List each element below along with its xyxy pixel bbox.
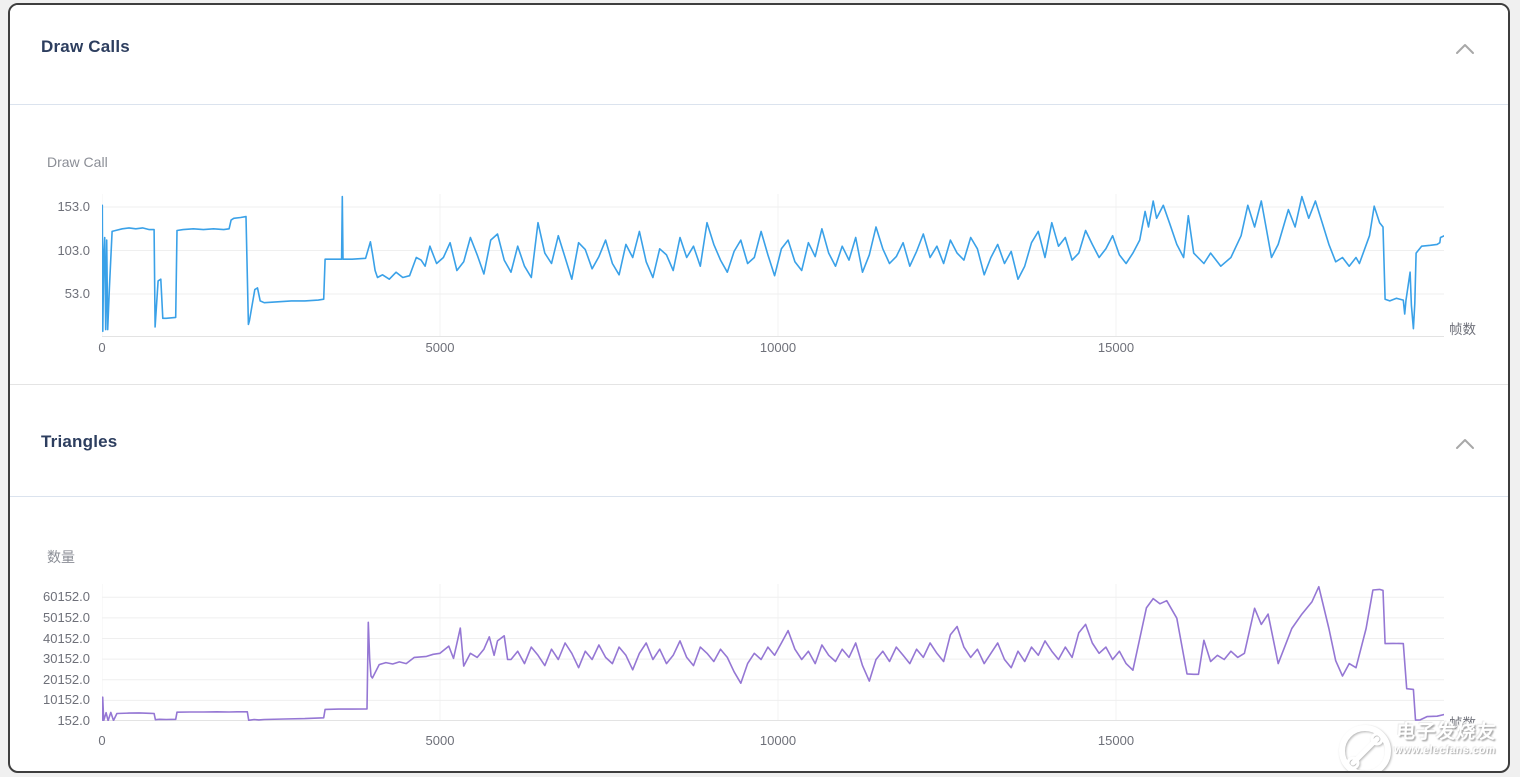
y-tick-label: 10152.0 [43, 692, 90, 707]
x-tick-label: 15000 [1097, 733, 1135, 748]
y-tick-label: 103.0 [57, 243, 90, 258]
x-tick-label: 5000 [425, 733, 455, 748]
y-tick-label: 53.0 [64, 286, 90, 301]
y-tick-label: 153.0 [57, 199, 90, 214]
line-chart-draw-calls [102, 194, 1444, 337]
y-tick-label: 60152.0 [43, 589, 90, 604]
series-label-draw-call: Draw Call [47, 154, 108, 170]
y-tick-label: 50152.0 [43, 610, 90, 625]
app-window: Draw Calls Draw Call 53.0 103.0 153.0 0 500… [8, 3, 1510, 773]
y-axis-triangles: 152.0 10152.0 20152.0 30152.0 40152.0 50152.0… [10, 584, 90, 728]
y-axis-draw-calls: 53.0 103.0 153.0 [10, 194, 90, 337]
y-tick-label: 30152.0 [43, 651, 90, 666]
panel-header-triangles[interactable]: Triangles [10, 385, 1508, 496]
x-axis-name-triangles: 帧数 [1449, 716, 1476, 731]
y-tick-label: 40152.0 [43, 631, 90, 646]
x-axis-draw-calls: 0 5000 10000 15000 [98, 339, 1444, 359]
panel-divider [10, 384, 1508, 385]
x-axis-triangles: 0 5000 10000 15000 [98, 732, 1444, 752]
header-divider-2 [10, 496, 1508, 497]
x-tick-label: 0 [98, 340, 106, 355]
x-tick-label: 15000 [1097, 340, 1135, 355]
y-tick-label: 152.0 [57, 713, 90, 728]
y-tick-label: 20152.0 [43, 672, 90, 687]
line-chart-triangles [102, 584, 1444, 721]
x-tick-label: 10000 [759, 733, 797, 748]
series-label-count: 数量 [47, 549, 75, 565]
x-tick-label: 10000 [759, 340, 797, 355]
panel-title-triangles: Triangles [41, 432, 118, 451]
panel-title-draw-calls: Draw Calls [41, 37, 130, 56]
x-tick-label: 5000 [425, 340, 455, 355]
chevron-up-icon[interactable] [1455, 41, 1475, 57]
x-tick-label: 0 [98, 733, 106, 748]
panel-header-draw-calls[interactable]: Draw Calls [10, 5, 1508, 104]
x-axis-name-draw-calls: 帧数 [1449, 322, 1476, 337]
header-divider-1 [10, 104, 1508, 105]
chevron-up-icon[interactable] [1455, 436, 1475, 452]
